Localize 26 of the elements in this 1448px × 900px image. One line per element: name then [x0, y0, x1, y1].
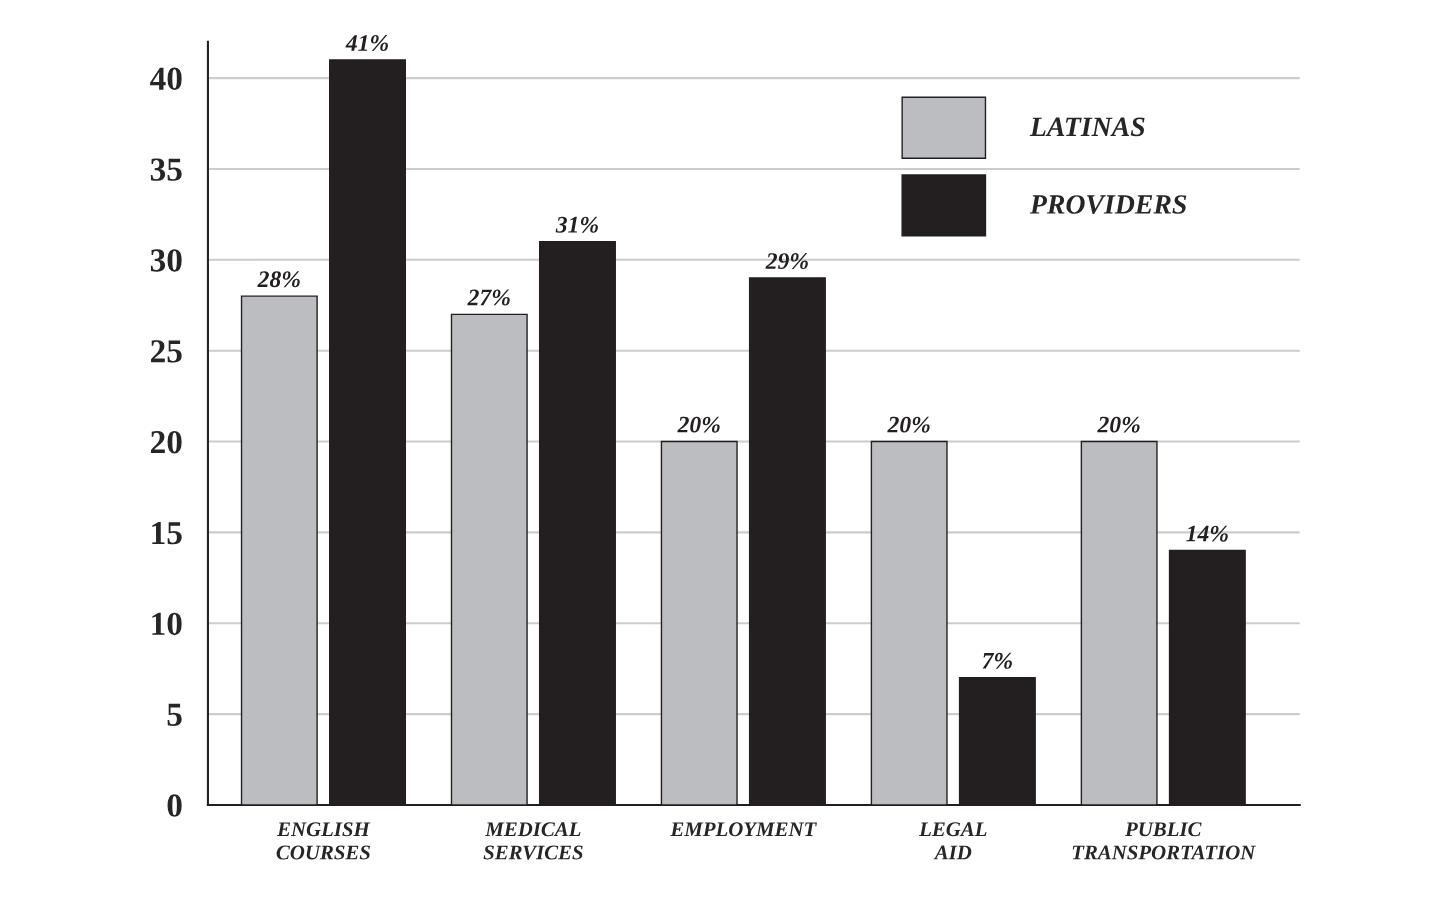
x-tick-label: ENGLISH COURSES: [276, 822, 371, 860]
data-label: 14%: [1186, 525, 1228, 542]
x-tick-label: LEGAL AID: [918, 822, 987, 860]
data-label: 20%: [677, 416, 720, 433]
y-tick-label: 0: [167, 794, 182, 817]
data-label: 31%: [555, 216, 598, 233]
data-label: 7%: [982, 652, 1012, 669]
x-tick-label: EMPLOYMENT: [670, 822, 817, 837]
y-tick-label: 10: [152, 612, 182, 636]
data-label: 20%: [1097, 416, 1140, 433]
y-tick-label: 15: [152, 521, 182, 545]
x-tick-label: MEDICAL SERVICES: [483, 822, 583, 860]
legend-label: PROVIDERS: [1029, 195, 1187, 214]
y-tick-label: 35: [150, 158, 182, 181]
y-tick-label: 5: [167, 703, 182, 726]
x-tick-label: PUBLIC TRANSPORTATION: [1072, 822, 1256, 860]
y-tick-label: 40: [150, 67, 182, 90]
data-label: 28%: [257, 271, 300, 288]
data-label: 41%: [345, 35, 388, 52]
y-tick-label: 30: [150, 249, 182, 272]
data-label: 29%: [765, 253, 808, 270]
y-tick-label: 25: [151, 340, 182, 363]
legend-label: LATINAS: [1029, 117, 1145, 137]
data-label: 20%: [887, 416, 930, 433]
y-tick-label: 20: [151, 430, 182, 454]
data-label: 27%: [467, 289, 510, 306]
